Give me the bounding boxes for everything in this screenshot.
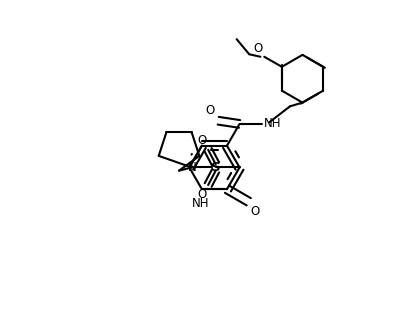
Text: O: O	[197, 134, 207, 147]
Text: O: O	[197, 188, 207, 201]
Text: NH: NH	[191, 197, 209, 210]
Text: N: N	[188, 161, 196, 174]
Text: O: O	[250, 205, 260, 218]
Text: O: O	[253, 42, 262, 55]
Text: O: O	[206, 105, 215, 118]
Text: NH: NH	[264, 118, 281, 130]
Text: S: S	[211, 161, 220, 174]
